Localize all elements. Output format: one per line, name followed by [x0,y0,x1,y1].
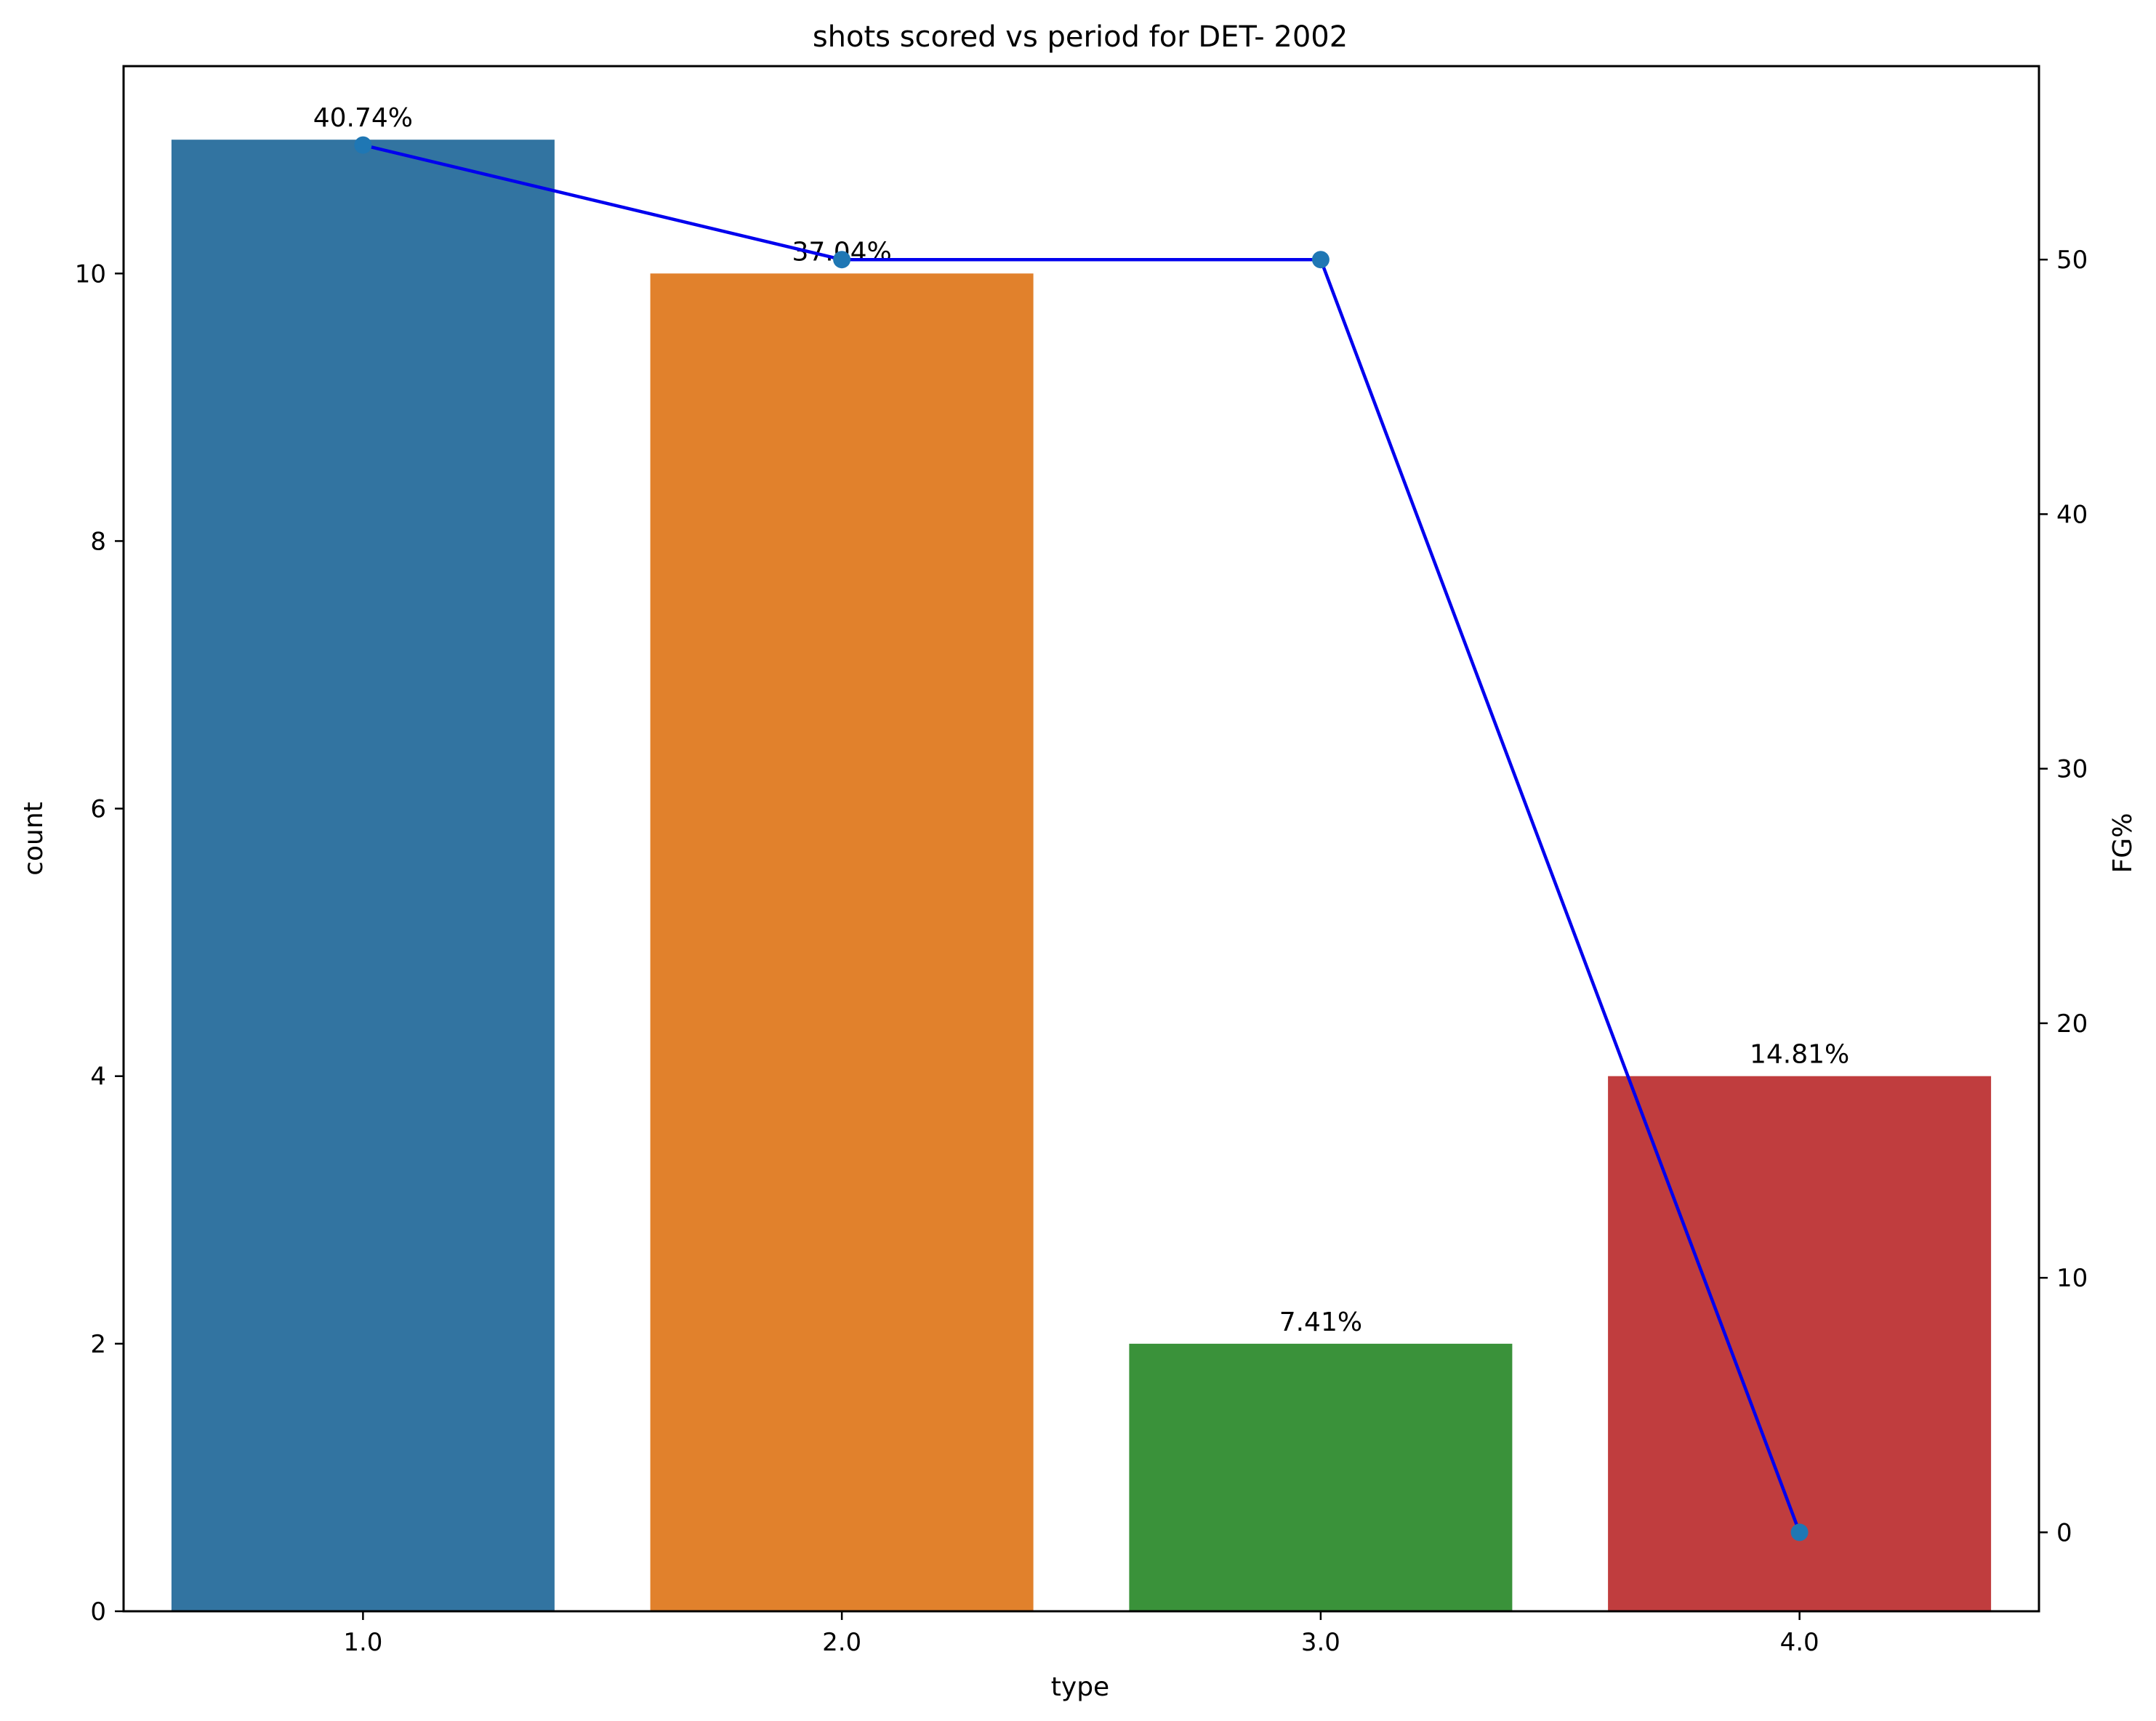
bar-4 [1608,1076,1992,1611]
bars-group: 40.74%37.04%7.41%14.81% [171,103,1992,1612]
y2-tick-label-4: 30 [2056,755,2088,784]
y2-tick-label-6: 50 [2056,246,2088,275]
y-tick-label-3: 4 [90,1063,106,1092]
y-axis-label: count [19,802,49,876]
y2-tick-label-2: 10 [2056,1264,2088,1293]
x-axis-label: type [1051,1672,1109,1702]
fg-point-2 [833,251,851,269]
chart-title: shots scored vs period for DET- 2002 [813,20,1348,54]
y2-tick-label-1: 0 [2056,1518,2072,1547]
y2-tick-label-3: 20 [2056,1009,2088,1039]
x-tick-label-3: 3.0 [1301,1628,1340,1657]
bar-3 [1129,1343,1513,1611]
fg-point-1 [354,136,372,154]
fg-point-3 [1311,251,1330,269]
fg-line-group [354,136,1809,1541]
y-axis-left: 0 2 4 6 8 10 [75,259,124,1627]
x-tick-label-1: 1.0 [343,1628,382,1657]
y2-tick-label-5: 40 [2056,500,2088,529]
y-axis-right: 0 10 20 30 40 50 [2039,246,2088,1547]
bar-1 [171,140,555,1612]
fg-line [362,143,1801,1533]
x-axis: 1.0 2.0 3.0 4.0 [343,1611,1819,1657]
y-tick-label-2: 2 [90,1330,106,1359]
y2-axis-label: FG% [2108,813,2138,874]
y-tick-label-5: 8 [90,527,106,556]
x-tick-label-2: 2.0 [822,1628,861,1657]
bar-2 [650,273,1034,1611]
bar-label-3: 7.41% [1279,1307,1362,1337]
y-tick-label-6: 10 [75,259,106,289]
x-tick-label-4: 4.0 [1780,1628,1819,1657]
y-tick-label-4: 6 [90,795,106,824]
plot-frame [122,65,2040,1613]
bar-label-4: 14.81% [1750,1040,1849,1070]
y-tick-label-1: 0 [90,1597,106,1627]
bar-label-1: 40.74% [313,103,413,133]
fg-point-4 [1790,1523,1809,1541]
